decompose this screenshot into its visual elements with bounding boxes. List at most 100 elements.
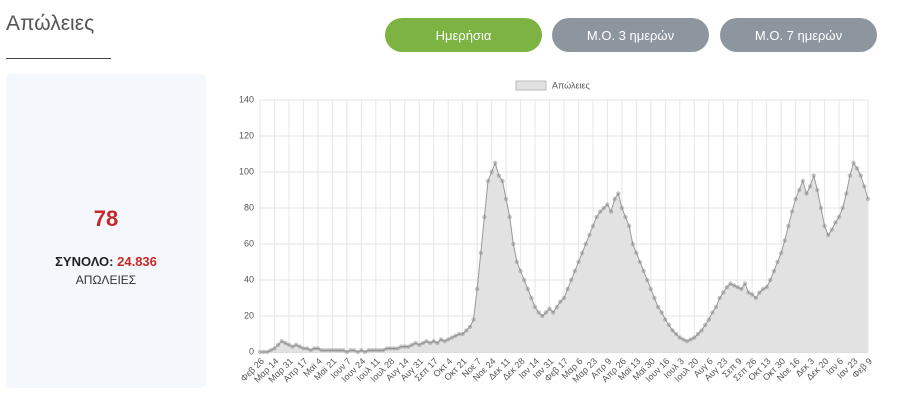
point [572, 268, 578, 274]
point [757, 290, 762, 295]
point [862, 184, 867, 189]
point [275, 342, 281, 347]
point [616, 191, 621, 196]
point [576, 259, 581, 265]
point [286, 342, 292, 347]
point [822, 223, 827, 229]
point [663, 317, 668, 322]
point [721, 290, 726, 295]
tab-button[interactable]: Ημερήσια [385, 18, 542, 52]
point [435, 340, 440, 346]
point [344, 349, 350, 355]
point [558, 299, 563, 304]
point [514, 259, 520, 265]
point [265, 349, 270, 355]
point [865, 196, 871, 202]
legend-label: Απώλειες [552, 80, 590, 90]
point [547, 306, 552, 311]
point [648, 286, 654, 292]
point [532, 304, 538, 310]
point [630, 241, 635, 247]
point [786, 223, 791, 229]
point [684, 339, 690, 344]
point [797, 187, 802, 193]
point [800, 178, 806, 184]
y-tick-label: 80 [244, 202, 254, 212]
point [840, 205, 845, 211]
point [804, 191, 809, 196]
point [731, 283, 737, 288]
point [717, 295, 722, 301]
point [699, 328, 704, 333]
point [518, 268, 523, 274]
point [587, 232, 592, 238]
y-tick-label: 100 [239, 166, 254, 176]
point [525, 286, 531, 292]
point [710, 310, 715, 315]
point [742, 281, 748, 286]
point [605, 202, 610, 207]
point [554, 304, 559, 310]
point [315, 346, 321, 351]
point [290, 344, 295, 349]
point [713, 304, 719, 310]
point [583, 241, 588, 247]
point [380, 348, 386, 353]
point [431, 339, 436, 344]
point [735, 285, 740, 290]
point [641, 268, 646, 274]
point [355, 349, 360, 355]
point [540, 313, 545, 319]
point [482, 214, 487, 220]
point [561, 295, 567, 301]
point [728, 281, 733, 286]
point [301, 346, 306, 351]
y-tick-label: 60 [244, 238, 254, 248]
point [760, 286, 766, 292]
point [825, 232, 831, 238]
point [659, 310, 664, 315]
point [474, 286, 480, 292]
point [768, 277, 773, 283]
point [471, 317, 476, 322]
point [489, 169, 494, 175]
point [844, 191, 849, 196]
point [485, 178, 491, 184]
point [565, 286, 570, 292]
point [655, 304, 661, 310]
y-tick-label: 0 [249, 346, 254, 356]
summary-value: 78 [93, 206, 119, 231]
point [746, 290, 751, 295]
point [322, 348, 328, 353]
point [511, 241, 516, 247]
tab-button[interactable]: Μ.Ο. 7 ημερών [720, 18, 877, 52]
point [550, 310, 556, 315]
point [815, 187, 820, 193]
point [341, 348, 346, 353]
point [460, 331, 465, 337]
point [782, 238, 787, 243]
point [626, 223, 632, 229]
point [811, 173, 816, 178]
area [260, 163, 868, 352]
point [496, 173, 502, 178]
point [388, 346, 393, 351]
point [521, 277, 527, 283]
point [351, 348, 357, 353]
legend-swatch [515, 80, 547, 91]
point [297, 344, 303, 349]
y-tick-label: 140 [239, 94, 254, 104]
point [384, 346, 389, 351]
point [359, 348, 364, 353]
point [764, 285, 769, 290]
point [652, 295, 657, 301]
point [326, 348, 331, 353]
point [818, 205, 824, 211]
point [373, 348, 379, 353]
point [308, 348, 313, 353]
summary-card: 78 ΣΥΝΟΛΟ: 24.836 ΑΠΩΛΕΙΕΣ [6, 74, 206, 388]
point [623, 214, 628, 220]
summary-total: ΣΥΝΟΛΟ: 24.836 [6, 254, 206, 269]
tab-button[interactable]: Μ.Ο. 3 ημερών [552, 18, 709, 52]
point [543, 310, 549, 315]
